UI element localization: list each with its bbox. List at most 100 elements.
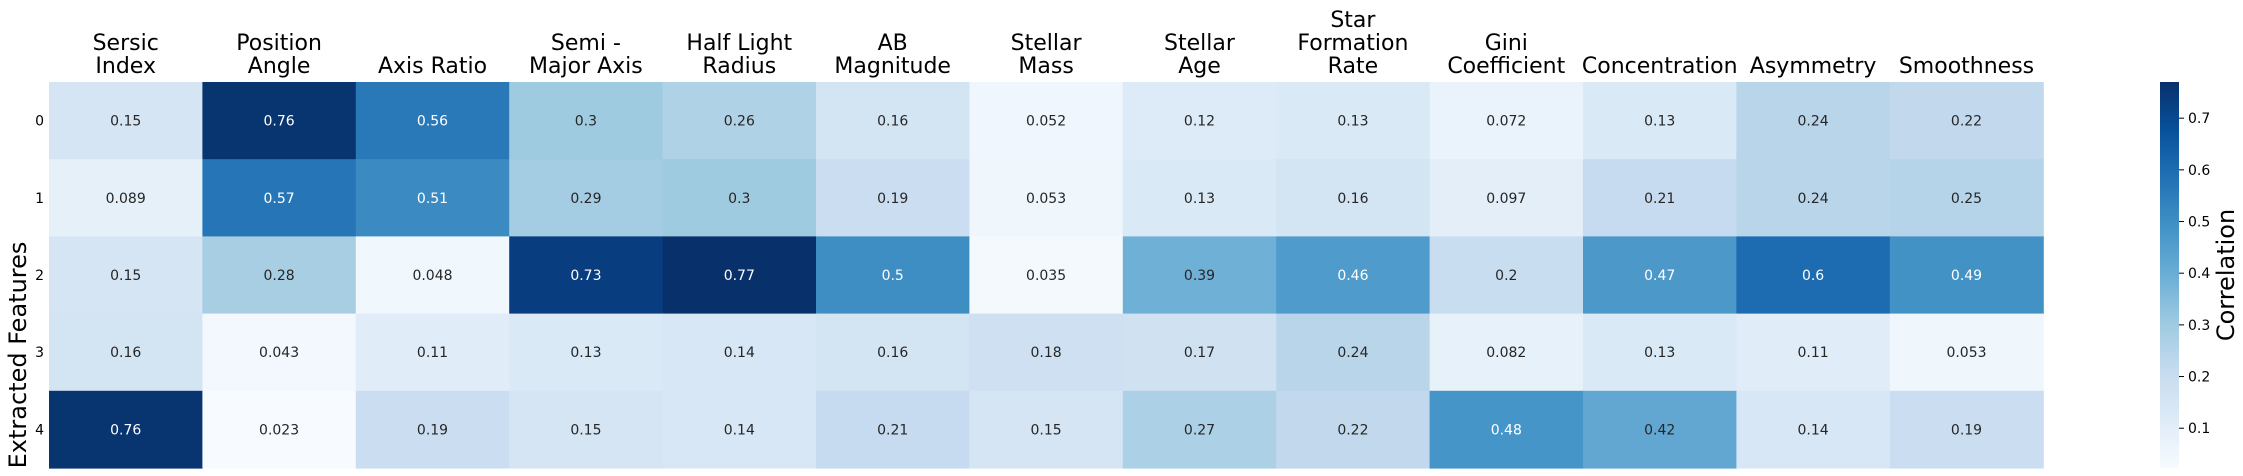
cell-value-label: 0.11 (1798, 345, 1829, 361)
column-label: Half Light Radius (686, 31, 792, 79)
heatmap-cell (1736, 159, 1891, 237)
heatmap-cell (1122, 313, 1277, 392)
cell-value-label: 0.57 (264, 191, 295, 207)
heatmap-cell (355, 159, 510, 237)
colorbar-tick-label: 0.7 (2188, 111, 2210, 127)
cell-value-label: 0.73 (570, 268, 601, 284)
cell-value-label: 0.15 (570, 422, 601, 438)
heatmap-cell (969, 236, 1124, 315)
cell-value-label: 0.089 (106, 191, 146, 207)
cell-value-label: 0.17 (1184, 345, 1215, 361)
colorbar-title: Correlation (2212, 209, 2240, 341)
colorbar-tick-label: 0.1 (2188, 421, 2210, 437)
heatmap-cell (1122, 82, 1277, 160)
cell-value-label: 0.24 (1337, 345, 1368, 361)
row-label: 2 (35, 268, 44, 284)
heatmap-cell (1429, 313, 1584, 392)
heatmap-cell (1276, 159, 1431, 237)
cell-value-label: 0.16 (1337, 191, 1368, 207)
cell-value-label: 0.3 (575, 114, 597, 130)
heatmap-cell (1889, 390, 2044, 469)
heatmap-cell (1429, 82, 1584, 160)
cell-value-label: 0.47 (1644, 268, 1675, 284)
cell-value-label: 0.21 (1644, 191, 1675, 207)
cell-value-label: 0.13 (1644, 345, 1675, 361)
cell-value-label: 0.76 (264, 114, 295, 130)
heatmap-cell (1429, 390, 1584, 469)
column-label: Smoothness (1899, 54, 2034, 79)
heatmap-cell (202, 236, 357, 315)
heatmap-cell (202, 390, 357, 469)
heatmap-cell (1122, 236, 1277, 315)
heatmap-cell (355, 390, 510, 469)
heatmap-cell (662, 313, 817, 392)
cell-value-label: 0.42 (1644, 422, 1675, 438)
cell-value-label: 0.29 (570, 191, 601, 207)
heatmap-cell (1736, 236, 1891, 315)
cell-value-label: 0.21 (877, 422, 908, 438)
colorbar-tick-label: 0.3 (2188, 318, 2210, 334)
colorbar-gradient (2160, 82, 2179, 468)
heatmap-cell (816, 236, 970, 315)
row-label: 3 (35, 345, 44, 361)
cell-value-label: 0.6 (1802, 268, 1824, 284)
cell-value-label: 0.24 (1798, 114, 1829, 130)
column-label: Concentration (1582, 54, 1738, 79)
colorbar: 0.1 0.2 0.3 0.4 0.5 0.6 0.7 (2160, 82, 2210, 468)
column-label: Semi -Major Axis (529, 31, 643, 79)
cell-value-label: 0.15 (1031, 422, 1062, 438)
heatmap-cell (969, 390, 1124, 469)
cell-value-label: 0.097 (1486, 191, 1526, 207)
column-labels: Sersic Index Position Angle Axis Ratio Semi -… (93, 8, 2035, 79)
cell-value-label: 0.5 (882, 268, 904, 284)
cell-value-label: 0.39 (1184, 268, 1215, 284)
cell-value-label: 0.48 (1491, 422, 1522, 438)
heatmap-cell (49, 236, 203, 315)
cell-value-label: 0.77 (724, 268, 755, 284)
heatmap-cell (49, 82, 203, 160)
colorbar-tick-label: 0.2 (2188, 370, 2210, 386)
row-label: 4 (35, 422, 44, 438)
heatmap-cell (355, 313, 510, 392)
cell-value-label: 0.052 (1026, 114, 1066, 130)
column-label: Stellar Age (1164, 31, 1236, 79)
heatmap-cell (509, 390, 664, 469)
heatmap-cell (202, 313, 357, 392)
cell-value-label: 0.053 (1026, 191, 1066, 207)
heatmap-cell (1583, 159, 1737, 237)
heatmap-cell (816, 390, 970, 469)
heatmap-cell (969, 82, 1124, 160)
y-axis-title: Extracted Features (4, 242, 32, 469)
colorbar-tick-label: 0.4 (2188, 266, 2210, 282)
heatmap-cell (1889, 236, 2044, 315)
cell-value-label: 0.048 (412, 268, 452, 284)
cell-value-label: 0.46 (1337, 268, 1368, 284)
heatmap-cells: 0.15 0.76 0.56 0.3 0.26 0.16 0.052 0.12 0.13 0.07… (49, 82, 2044, 469)
cell-value-label: 0.12 (1184, 114, 1215, 130)
heatmap-cell (969, 313, 1124, 392)
cell-value-label: 0.16 (110, 345, 141, 361)
heatmap-cell (662, 390, 817, 469)
cell-value-label: 0.27 (1184, 422, 1215, 438)
cell-value-label: 0.19 (877, 191, 908, 207)
heatmap-cell (1889, 159, 2044, 237)
cell-value-label: 0.28 (264, 268, 295, 284)
heatmap-cell (816, 313, 970, 392)
cell-value-label: 0.072 (1486, 114, 1526, 130)
cell-value-label: 0.14 (1798, 422, 1829, 438)
cell-value-label: 0.15 (110, 114, 141, 130)
heatmap-cell (49, 313, 203, 392)
column-label: Axis Ratio (378, 54, 487, 79)
colorbar-tick-label: 0.6 (2188, 163, 2210, 179)
heatmap-cell (509, 159, 664, 237)
cell-value-label: 0.13 (1644, 114, 1675, 130)
cell-value-label: 0.22 (1337, 422, 1368, 438)
cell-value-label: 0.18 (1031, 345, 1062, 361)
heatmap-cell (1276, 82, 1431, 160)
cell-value-label: 0.19 (1951, 422, 1982, 438)
cell-value-label: 0.13 (570, 345, 601, 361)
heatmap-cell (1736, 313, 1891, 392)
heatmap-cell (355, 82, 510, 160)
cell-value-label: 0.16 (877, 345, 908, 361)
cell-value-label: 0.043 (259, 345, 299, 361)
